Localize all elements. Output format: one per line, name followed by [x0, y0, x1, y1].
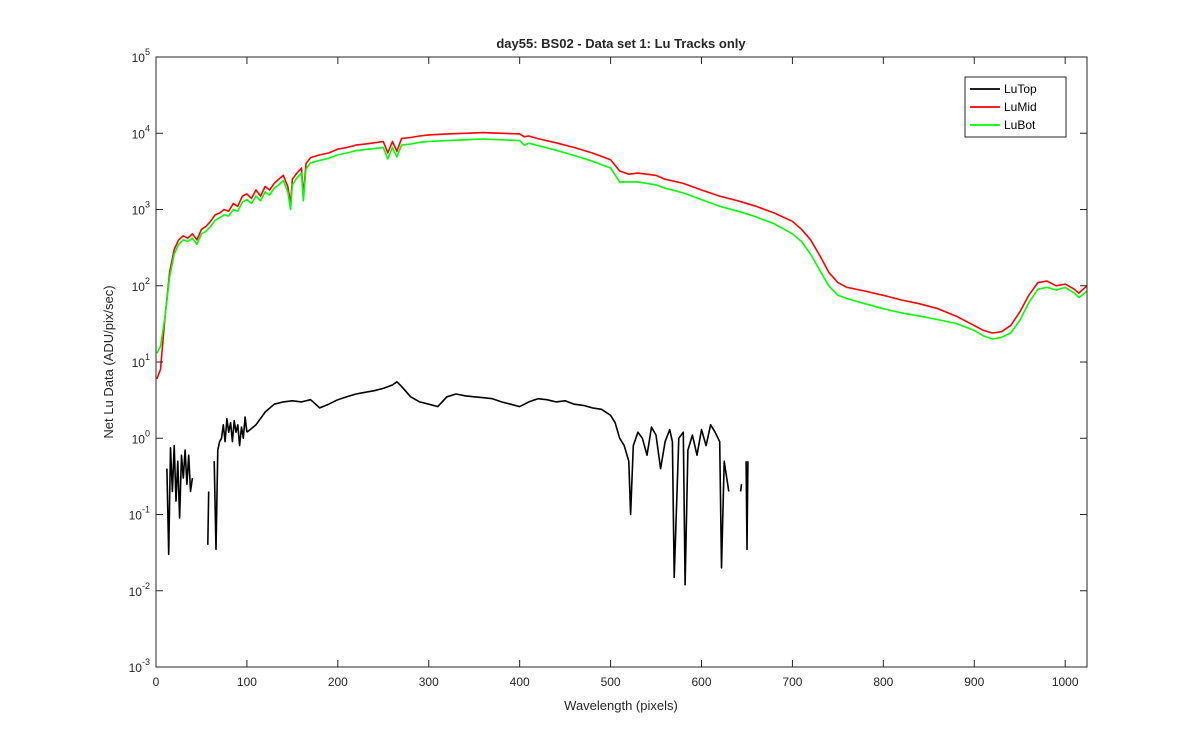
x-tick-label: 600: [691, 675, 711, 689]
y-tick-label: 104: [132, 123, 150, 141]
legend-label-lubot: LuBot: [1004, 118, 1036, 132]
x-tick-label: 300: [419, 675, 439, 689]
x-tick-label: 800: [873, 675, 893, 689]
y-tick-label: 105: [132, 47, 150, 65]
x-tick-label: 900: [964, 675, 984, 689]
y-tick-label: 10-3: [129, 657, 150, 675]
plot-area: [156, 57, 1087, 667]
series-line-lutop-segment-1: [207, 491, 210, 545]
y-tick-label: 103: [132, 200, 150, 218]
y-tick-label: 101: [132, 352, 150, 370]
legend-label-lumid: LuMid: [1004, 100, 1037, 114]
chart-title: day55: BS02 - Data set 1: Lu Tracks only: [496, 36, 746, 51]
y-tick-label: 100: [132, 428, 150, 446]
series-lubot: [156, 138, 1088, 354]
series-line-lubot-segment-0: [156, 138, 1088, 354]
series-line-lutop-segment-3: [246, 380, 730, 586]
x-tick-label: 1000: [1052, 675, 1079, 689]
legend: LuTop LuMid LuBot: [964, 76, 1067, 138]
x-tick-label: 100: [237, 675, 257, 689]
series-lutop: [166, 380, 749, 586]
series-line-lumid-segment-0: [156, 131, 1088, 380]
x-axis-label: Wavelength (pixels): [564, 698, 678, 713]
series-line-lutop-segment-2: [213, 416, 248, 551]
legend-label-lutop: LuTop: [1004, 82, 1037, 96]
y-tick-label: 102: [132, 276, 150, 294]
series-lumid: [156, 131, 1088, 380]
x-tick-label: 200: [328, 675, 348, 689]
series-line-lutop-segment-5: [745, 461, 749, 551]
series-line-lutop-segment-4: [739, 484, 743, 492]
y-axis-label: Net Lu Data (ADU/pix/sec): [101, 285, 116, 438]
y-tick-label: 10-2: [129, 581, 150, 599]
series-line-lutop-segment-0: [166, 444, 194, 556]
x-tick-label: 700: [782, 675, 802, 689]
x-tick-label: 400: [510, 675, 530, 689]
x-tick-label: 0: [153, 675, 160, 689]
x-tick-label: 500: [601, 675, 621, 689]
y-tick-label: 10-1: [129, 505, 150, 523]
